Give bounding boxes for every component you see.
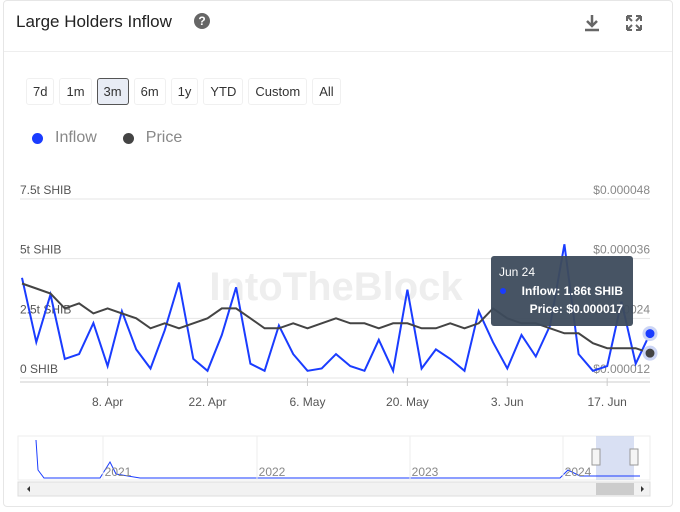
legend: Inflow Price (32, 129, 182, 147)
x-tick-label: 20. May (386, 395, 429, 409)
tooltip: Jun 24 Inflow: 1.86t SHIB Price: $0.000017 (491, 256, 633, 326)
scrollbar-thumb (596, 483, 634, 495)
navigator-year: 2021 (105, 465, 132, 479)
legend-item[interactable]: Price (122, 129, 183, 147)
fullscreen-icon[interactable] (624, 13, 644, 33)
range-button[interactable]: 1m (59, 78, 92, 105)
x-tick-label: 8. Apr (92, 395, 123, 409)
divider (4, 51, 672, 52)
navigator-frame (17, 435, 651, 481)
range-buttons: 7d 1m 3m 6m 1y YTD Custom All (26, 78, 341, 105)
range-button[interactable]: YTD (203, 78, 244, 105)
y-tick-label: 5t SHIB (20, 243, 61, 257)
help-icon[interactable]: ? (194, 13, 210, 29)
download-icon[interactable] (582, 13, 602, 33)
x-tick-label: 17. Jun (587, 395, 626, 409)
range-button[interactable]: All (312, 78, 341, 105)
range-button[interactable]: 6m (133, 78, 166, 105)
watermark: IntoTheBlock (209, 265, 463, 309)
tooltip-line: Price: $0.000017 (530, 302, 624, 316)
tooltip-marker (500, 288, 506, 294)
x-tick-label: 6. May (289, 395, 325, 409)
y-tick-label: 7.5t SHIB (20, 183, 71, 197)
legend-label: Price (145, 129, 183, 146)
y2-tick-label: $0.000048 (593, 183, 650, 197)
end-marker (642, 326, 658, 342)
tooltip-date: Jun 24 (499, 265, 535, 279)
range-button[interactable]: 1y (170, 78, 199, 105)
navigator-handle[interactable] (629, 448, 639, 466)
y-tick-label: 0 SHIB (20, 362, 58, 376)
navigator-handle[interactable] (591, 448, 601, 466)
scroll-left (27, 486, 30, 492)
widget-title: Large Holders Inflow (16, 12, 172, 31)
x-tick-label: 3. Jun (491, 395, 524, 409)
navigator-window (596, 436, 634, 480)
legend-marker (32, 132, 43, 144)
legend-label: Inflow (55, 129, 97, 146)
series-line (21, 244, 651, 375)
navigator-year: 2022 (259, 465, 286, 479)
series-line (21, 282, 651, 355)
navigator-year: 2023 (412, 465, 439, 479)
tooltip-line: Inflow: 1.86t SHIB (522, 284, 624, 298)
navigator-year: 2024 (565, 465, 592, 479)
range-button[interactable]: 3m (96, 78, 129, 105)
scrollbar (17, 481, 651, 497)
y2-tick-label: $0.000012 (593, 362, 650, 376)
range-button[interactable]: Custom (248, 78, 308, 105)
x-tick-label: 22. Apr (189, 395, 227, 409)
widget-card: Large Holders Inflow ? 7d 1m 3m 6m 1y YTD Cust… (3, 0, 673, 507)
range-button[interactable]: 7d (26, 78, 55, 105)
legend-marker (122, 132, 134, 144)
tooltip-box (491, 256, 633, 326)
scroll-right (641, 486, 644, 492)
end-marker (642, 345, 658, 361)
y2-tick-label: $0.000036 (593, 243, 650, 257)
legend-item[interactable]: Inflow (32, 129, 97, 147)
navigator-line (35, 439, 640, 479)
